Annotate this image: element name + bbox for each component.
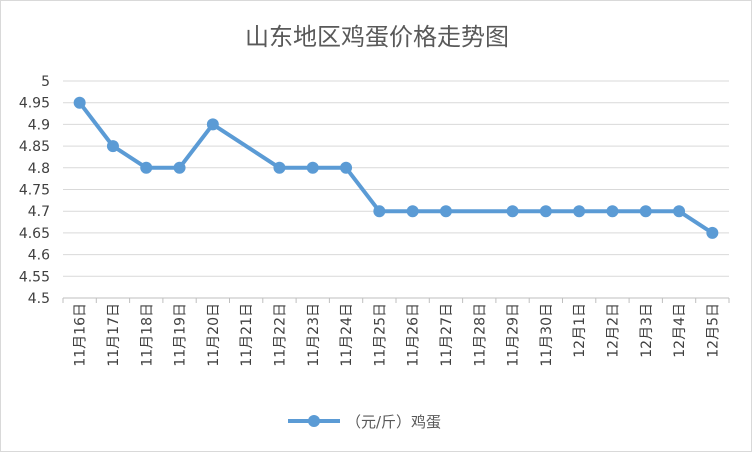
- y-tick-label: 4.7: [28, 204, 50, 220]
- x-tick-label: 11月24日: [339, 303, 355, 367]
- y-tick-label: 4.75: [19, 183, 50, 199]
- data-point: [173, 161, 186, 174]
- x-tick-label: 11月16日: [73, 303, 89, 367]
- x-tick-label: 12月5日: [705, 303, 721, 358]
- data-point: [673, 205, 686, 218]
- y-tick-label: 4.6: [28, 248, 50, 264]
- data-point: [306, 161, 319, 174]
- x-tick-label: 11月20日: [206, 303, 222, 367]
- data-point: [573, 205, 586, 218]
- x-tick-label: 11月29日: [506, 303, 522, 367]
- data-point: [140, 161, 153, 174]
- y-tick-label: 4.65: [19, 226, 50, 242]
- data-point: [340, 161, 353, 174]
- data-point: [373, 205, 386, 218]
- x-tick-label: 12月4日: [672, 303, 688, 358]
- data-point: [639, 205, 652, 218]
- data-point: [106, 140, 119, 153]
- y-axis-ticks: 5 4.95 4.9 4.85 4.8 4.75 4.7 4.65 4.6 4.55 4.5: [19, 74, 50, 307]
- series-layer: [73, 96, 719, 239]
- x-tick-label: 12月3日: [639, 303, 655, 358]
- y-tick-label: 4.95: [19, 96, 50, 112]
- x-tick-label: 11月26日: [406, 303, 422, 367]
- data-point: [73, 96, 86, 109]
- gridlines: [63, 80, 729, 299]
- x-tick-label: 11月23日: [306, 303, 322, 367]
- legend-label: （元/斤）鸡蛋: [346, 413, 441, 431]
- x-tick-label: 11月22日: [272, 303, 288, 367]
- data-point: [706, 226, 719, 239]
- y-tick-label: 4.85: [19, 139, 50, 155]
- y-tick-label: 4.55: [19, 269, 50, 285]
- data-point: [406, 205, 419, 218]
- x-tick-label: 11月28日: [472, 303, 488, 367]
- x-tick-label: 11月30日: [539, 303, 555, 367]
- x-axis: 11月16日 11月17日 11月18日 11月19日 11月20日 11月21日 11月2…: [62, 297, 730, 367]
- legend: （元/斤）鸡蛋: [288, 413, 441, 431]
- y-tick-label: 4.9: [28, 117, 50, 133]
- data-point: [206, 118, 219, 131]
- x-tick-label: 11月25日: [372, 303, 388, 367]
- x-tick-label: 12月1日: [572, 303, 588, 358]
- data-point: [539, 205, 552, 218]
- y-tick-label: 5: [41, 74, 50, 90]
- data-point: [506, 205, 519, 218]
- data-point: [606, 205, 619, 218]
- x-tick-label: 11月19日: [173, 303, 189, 367]
- data-point: [439, 205, 452, 218]
- x-tick-label: 11月18日: [139, 303, 155, 367]
- legend-marker-swatch: [308, 415, 320, 427]
- x-tick-label: 12月2日: [605, 303, 621, 358]
- y-tick-label: 4.8: [28, 161, 50, 177]
- x-tick-label: 11月21日: [239, 303, 255, 367]
- x-tick-label: 11月17日: [106, 303, 122, 367]
- data-point: [273, 161, 286, 174]
- chart-title: 山东地区鸡蛋价格走势图: [245, 23, 509, 51]
- y-tick-label: 4.5: [28, 291, 50, 307]
- x-tick-label: 11月27日: [439, 303, 455, 367]
